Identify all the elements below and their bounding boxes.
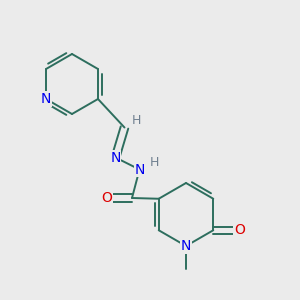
Text: N: N (134, 163, 145, 176)
Text: N: N (41, 92, 51, 106)
Text: N: N (110, 151, 121, 164)
Text: H: H (132, 113, 141, 127)
Text: N: N (181, 239, 191, 253)
Text: H: H (150, 155, 159, 169)
Text: O: O (101, 191, 112, 205)
Text: O: O (234, 223, 245, 237)
